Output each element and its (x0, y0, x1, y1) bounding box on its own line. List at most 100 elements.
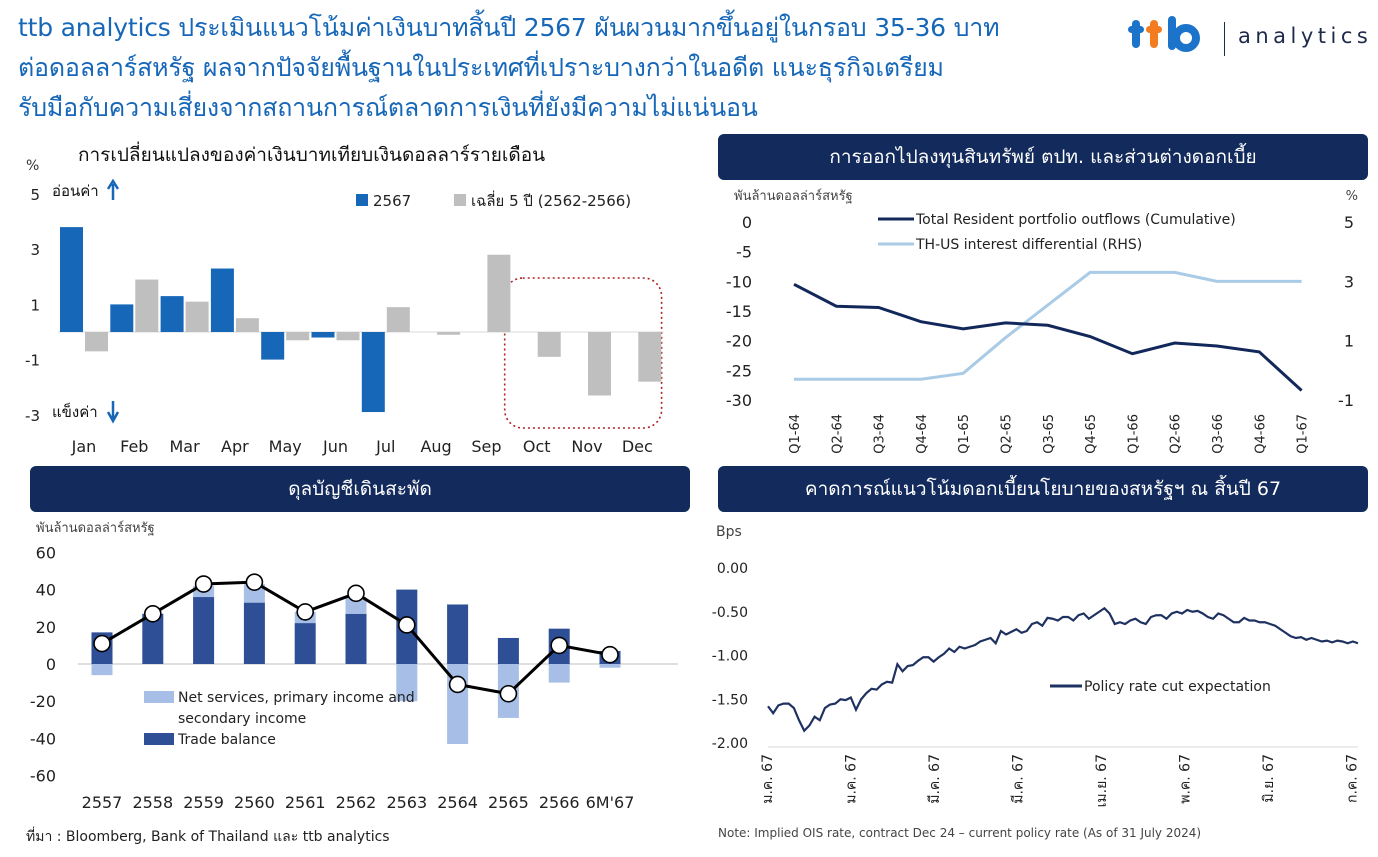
note-text: Note: Implied OIS rate, contract Dec 24 … (718, 826, 1202, 840)
panel-outflows-title: การออกไปลงทุนสินทรัพย์ ตปท. และส่วนต่างด… (718, 134, 1368, 180)
thb-xtick-label: Oct (523, 437, 551, 456)
bar-avg-dec (638, 332, 662, 382)
thb-xtick-label: Dec (622, 437, 653, 456)
ois-ytick-label: 0.00 (717, 561, 748, 577)
ca-ytick-label: 0 (46, 655, 56, 674)
thb-xtick-label: Aug (420, 437, 451, 456)
bar-trade-5 (345, 613, 367, 664)
outflows-xtick-label: Q1-65 (957, 414, 972, 454)
ois-xtick-label: มี.ค. 67 (1011, 754, 1027, 804)
bar-avg-jul (386, 307, 410, 332)
bar-avg-jun (336, 332, 360, 341)
thb-ytick-label: 5 (30, 186, 40, 204)
thb-ytick-label: -3 (25, 407, 40, 425)
ca-ytick-label: 60 (36, 543, 56, 562)
legend-label-services-line1: Net services, primary income and (178, 690, 415, 706)
outflows-left-ytick: -30 (726, 391, 752, 410)
legend-label-avg: เฉลี่ย 5 ปี (2562-2566) (471, 190, 631, 210)
ca-marker (499, 684, 518, 703)
ois-xtick-label: ม.ค. 67 (844, 754, 860, 804)
thb-ytick-label: 3 (30, 241, 40, 259)
ca-xtick-label: 2557 (82, 793, 123, 812)
weaken-arrow-icon (106, 178, 120, 200)
thb-xtick-label: Jan (71, 437, 97, 456)
outflows-right-axis-title: % (1346, 189, 1358, 204)
portfolio-outflows-line-chart: พันล้านดอลล่าร์สหรัฐ % 0 -5 -10 -15 -20 -25 -30 5… (726, 188, 1358, 454)
ois-axis-title: Bps (716, 524, 742, 540)
bar-avg-nov (588, 332, 611, 396)
thb-ytick-label: 1 (30, 296, 40, 314)
bar-2567-mar (160, 296, 184, 332)
ca-xtick-label: 2559 (183, 793, 224, 812)
ttb-logo-mark (1128, 16, 1200, 52)
bar-2567-feb (110, 304, 134, 332)
ca-marker (397, 616, 416, 634)
thb-xtick-label: Nov (571, 437, 602, 456)
bar-2567-jan (60, 227, 83, 332)
legend-label-outflows: Total Resident portfolio outflows (Cumul… (915, 212, 1236, 228)
outflows-xtick-label: Q3-64 (873, 414, 888, 454)
legend-swatch-services (144, 691, 174, 703)
panel-current-account-title: ดุลบัญชีเดินสะพัด (30, 466, 690, 512)
ca-xtick-label: 2563 (386, 793, 427, 812)
outflows-left-axis-title: พันล้านดอลล่าร์สหรัฐ (734, 188, 853, 204)
outflows-xtick-label: Q3-66 (1211, 414, 1226, 454)
headline-line-1: ttb analytics ประเมินแนวโน้มค่าเงินบาทสิ… (18, 13, 1000, 42)
outflows-xtick-label: Q2-65 (1000, 414, 1015, 454)
thb-ytick-label: -1 (25, 352, 40, 370)
headline: ttb analytics ประเมินแนวโน้มค่าเงินบาทสิ… (18, 8, 1108, 128)
ca-marker (347, 584, 365, 603)
bar-trade-3 (243, 602, 265, 664)
bar-trade-2 (193, 597, 215, 664)
legend-label-policy-rate: Policy rate cut expectation (1084, 679, 1271, 695)
series-line-differential (794, 270, 1302, 381)
thb-xtick-label: Apr (221, 437, 249, 456)
thb-xtick-label: May (269, 437, 302, 456)
bar-avg-apr (235, 318, 259, 332)
thb-xtick-label: Sep (471, 437, 501, 456)
headline-line-2: ต่อดอลลาร์สหรัฐ ผลจากปัจจัยพื้นฐานในประเ… (18, 53, 944, 82)
logo-wordmark: analytics (1238, 24, 1373, 48)
bar-2567-jun (311, 332, 335, 338)
ois-ytick-label: -0.50 (712, 605, 748, 621)
panel-policy-rate-title: คาดการณ์แนวโน้มดอกเบี้ยนโยบายของสหรัฐฯ ณ… (718, 466, 1368, 512)
outflows-right-ytick: 1 (1344, 332, 1354, 351)
series-line-policy-rate (767, 606, 1359, 733)
thb-xtick-label: Jun (322, 437, 348, 456)
ois-ytick-label: -2.00 (712, 736, 748, 752)
ca-axis-title: พันล้านดอลล่าร์สหรัฐ (36, 520, 155, 536)
weaken-label: อ่อนค่า (52, 182, 99, 200)
bar-services-0 (91, 664, 113, 676)
ois-xtick-label: มี.ค. 67 (927, 754, 943, 804)
bar-trade-1 (142, 613, 164, 664)
outflows-left-ytick: -15 (726, 302, 752, 321)
outflows-left-ytick: -25 (726, 361, 752, 380)
outflows-xtick-label: Q4-65 (1084, 414, 1099, 454)
outflows-xtick-label: Q4-66 (1253, 414, 1268, 454)
outflows-right-ytick: 5 (1344, 213, 1354, 232)
outflows-xtick-label: Q2-66 (1169, 414, 1184, 454)
bar-trade-7 (447, 604, 469, 664)
bar-services-5 (345, 597, 367, 614)
thb-monthly-bar-chart: % 5 3 1 -1 -3 อ่อนค่าแข็งค่า 2567 เฉลี่ย 5 ปี (2… (25, 158, 664, 456)
outflows-left-ytick: 0 (742, 213, 752, 232)
ois-xtick-label: พ.ค. 67 (1178, 754, 1194, 804)
bar-avg-may (286, 332, 310, 341)
ca-marker (601, 645, 619, 664)
ca-ytick-label: -20 (30, 692, 56, 711)
bar-avg-feb (135, 279, 159, 332)
bar-2567-apr (210, 268, 234, 332)
legend-label-differential: TH-US interest differential (RHS) (915, 237, 1142, 253)
outflows-xtick-label: Q3-65 (1042, 414, 1057, 454)
bar-services-10 (599, 664, 621, 668)
bar-2567-jul (361, 332, 385, 413)
ca-marker (550, 636, 569, 655)
ca-marker (245, 573, 264, 591)
logo-divider (1224, 22, 1225, 56)
legend-label-trade: Trade balance (177, 732, 276, 748)
bar-avg-oct (537, 332, 561, 357)
ca-xtick-label: 2560 (234, 793, 275, 812)
ca-ytick-label: -40 (30, 729, 56, 748)
bar-services-9 (548, 664, 570, 683)
ca-xtick-label: 6M'67 (586, 793, 635, 812)
